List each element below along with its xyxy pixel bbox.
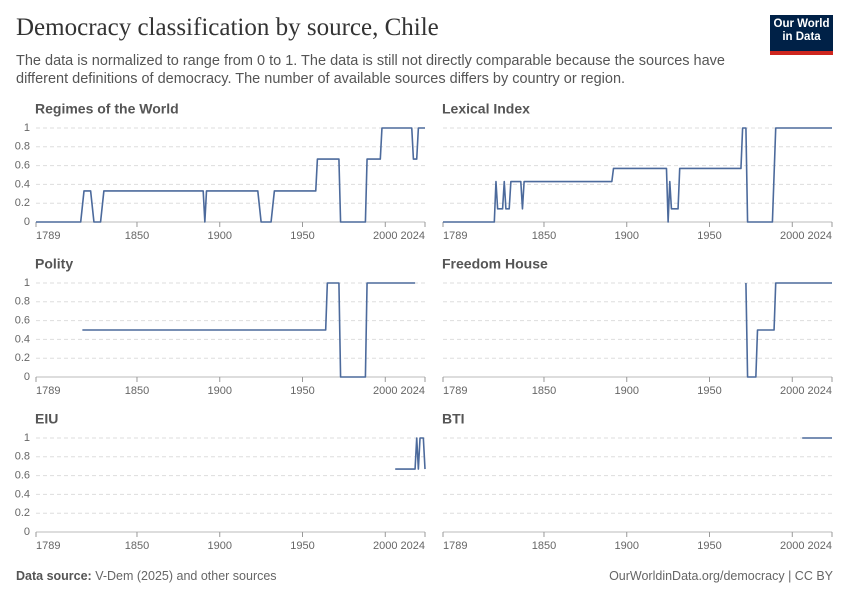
- footer-url[interactable]: OurWorldinData.org/democracy | CC BY: [609, 569, 833, 583]
- y-tick-label: 0.8: [15, 451, 30, 463]
- y-tick-label: 0.6: [15, 315, 30, 327]
- x-tick-label: 2000: [780, 540, 804, 552]
- logo-text: Our World in Data: [773, 18, 830, 43]
- x-tick-label: 2024: [401, 540, 425, 552]
- y-tick-label: 0.2: [15, 507, 30, 519]
- x-tick-label: 1950: [290, 385, 314, 397]
- data-line: [36, 127, 425, 223]
- data-line: [443, 127, 832, 223]
- x-tick-label: 2024: [401, 385, 425, 397]
- x-tick-label: 2024: [401, 230, 425, 242]
- x-tick-label: 1789: [36, 230, 60, 242]
- x-tick-label: 2000: [373, 230, 397, 242]
- x-tick-label: 1950: [697, 385, 721, 397]
- x-tick-label: 2000: [780, 385, 804, 397]
- y-tick-label: 0.4: [15, 333, 30, 345]
- x-tick-label: 2024: [808, 385, 832, 397]
- x-tick-label: 1850: [125, 230, 149, 242]
- y-tick-label: 0.6: [15, 470, 30, 482]
- source-label: Data source:: [16, 569, 92, 583]
- x-tick-label: 1900: [207, 385, 231, 397]
- panel-title: Polity: [35, 256, 73, 272]
- x-tick-label: 1900: [614, 385, 638, 397]
- data-line: [395, 437, 426, 470]
- y-tick-label: 1: [24, 122, 30, 134]
- x-tick-label: 1950: [290, 540, 314, 552]
- data-line: [745, 282, 832, 378]
- subtitle: The data is normalized to range from 0 t…: [16, 53, 725, 87]
- x-tick-label: 1850: [125, 385, 149, 397]
- x-tick-label: 2024: [808, 230, 832, 242]
- source: V-Dem (2025) and other sources: [95, 569, 277, 583]
- y-tick-label: 0: [24, 526, 30, 538]
- title: Democracy classification by source, Chil…: [16, 14, 439, 41]
- y-tick-label: 0.4: [15, 178, 30, 190]
- x-tick-label: 2024: [808, 540, 832, 552]
- logo[interactable]: Our World in Data: [770, 15, 833, 55]
- x-tick-label: 1900: [614, 540, 638, 552]
- x-tick-label: 1789: [36, 385, 60, 397]
- footer-source: Data source: V-Dem (2025) and other sour…: [16, 569, 277, 583]
- y-tick-label: 0: [24, 371, 30, 383]
- x-tick-label: 1950: [697, 540, 721, 552]
- x-tick-label: 1789: [443, 540, 467, 552]
- x-tick-label: 2000: [780, 230, 804, 242]
- x-tick-label: 2000: [373, 540, 397, 552]
- x-tick-label: 1950: [290, 230, 314, 242]
- panel-title: Freedom House: [442, 256, 548, 272]
- y-tick-label: 0.4: [15, 488, 30, 500]
- x-tick-label: 2000: [373, 385, 397, 397]
- y-tick-label: 0.8: [15, 141, 30, 153]
- y-tick-label: 1: [24, 432, 30, 444]
- x-tick-label: 1789: [36, 540, 60, 552]
- panel-title: EIU: [35, 411, 58, 427]
- x-tick-label: 1900: [207, 540, 231, 552]
- y-tick-label: 0.2: [15, 197, 30, 209]
- panel-title: Lexical Index: [442, 101, 530, 117]
- x-tick-label: 1850: [125, 540, 149, 552]
- x-tick-label: 1850: [532, 230, 556, 242]
- x-tick-label: 1850: [532, 385, 556, 397]
- y-tick-label: 1: [24, 277, 30, 289]
- y-tick-label: 0: [24, 216, 30, 228]
- panel-title: BTI: [442, 411, 465, 427]
- x-tick-label: 1950: [697, 230, 721, 242]
- y-tick-label: 0.2: [15, 352, 30, 364]
- x-tick-label: 1900: [207, 230, 231, 242]
- y-tick-label: 0.6: [15, 160, 30, 172]
- x-tick-label: 1900: [614, 230, 638, 242]
- x-tick-label: 1850: [532, 540, 556, 552]
- data-line: [82, 282, 416, 378]
- x-tick-label: 1789: [443, 230, 467, 242]
- x-tick-label: 1789: [443, 385, 467, 397]
- panel-title: Regimes of the World: [35, 101, 179, 117]
- y-tick-label: 0.8: [15, 296, 30, 308]
